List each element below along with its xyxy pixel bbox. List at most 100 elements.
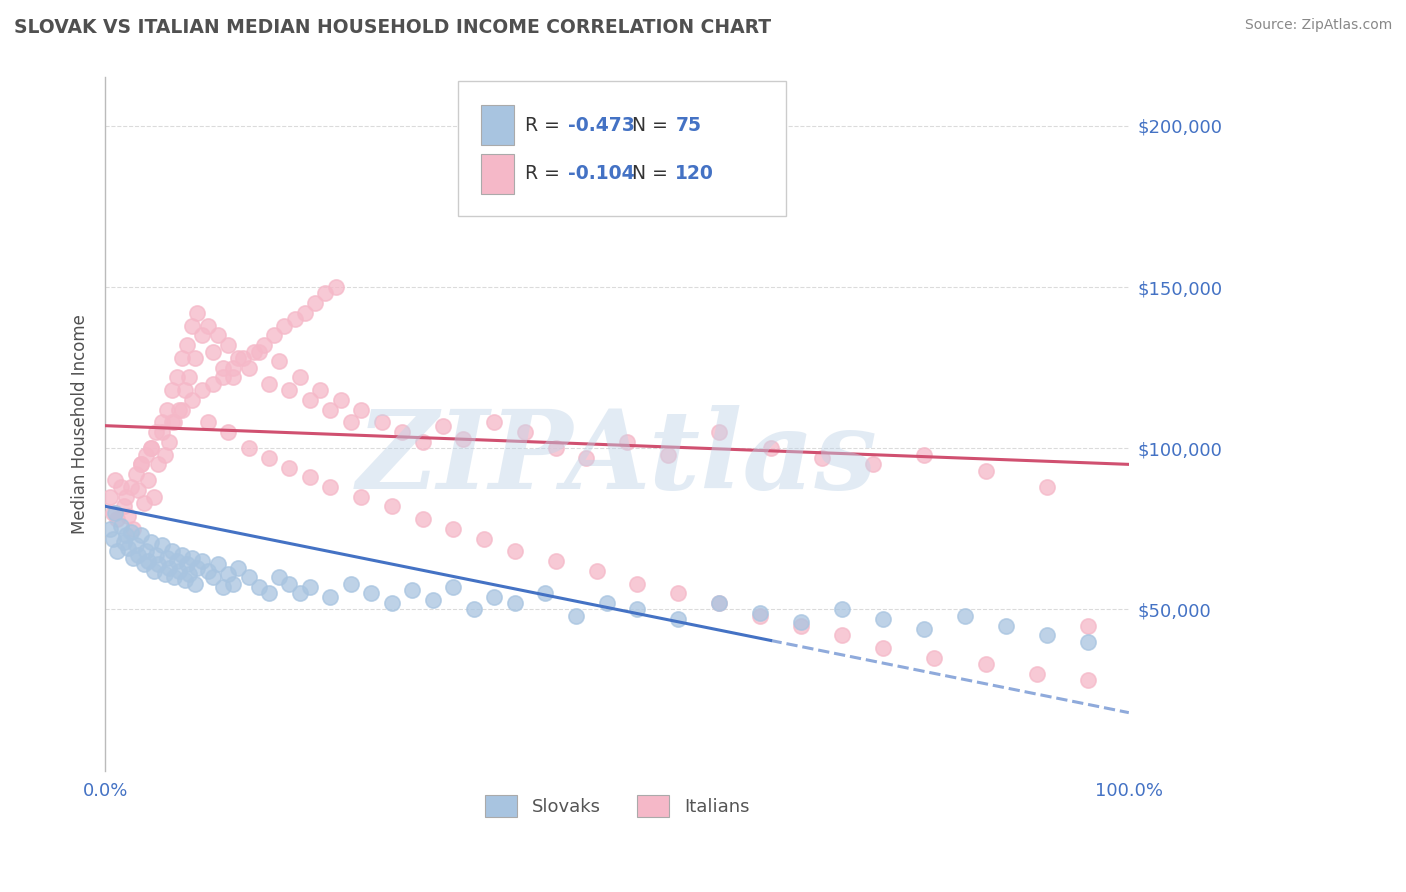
Point	[994, 618, 1017, 632]
Point	[759, 442, 782, 456]
Point	[156, 402, 179, 417]
Point	[141, 442, 163, 456]
Point	[278, 460, 301, 475]
Point	[565, 608, 588, 623]
Point	[148, 558, 170, 572]
Point	[340, 416, 363, 430]
Text: R =: R =	[524, 116, 565, 135]
Point	[110, 518, 132, 533]
Point	[98, 490, 121, 504]
Point	[176, 558, 198, 572]
Point	[503, 596, 526, 610]
Point	[160, 416, 183, 430]
Point	[125, 467, 148, 481]
Point	[319, 480, 342, 494]
Point	[329, 392, 352, 407]
Text: Source: ZipAtlas.com: Source: ZipAtlas.com	[1244, 18, 1392, 32]
Point	[269, 570, 291, 584]
Point	[263, 328, 285, 343]
Point	[304, 296, 326, 310]
Point	[412, 512, 434, 526]
Point	[222, 576, 245, 591]
Point	[503, 544, 526, 558]
Point	[141, 534, 163, 549]
Point	[222, 370, 245, 384]
Point	[298, 470, 321, 484]
Point	[309, 383, 332, 397]
Point	[160, 544, 183, 558]
Point	[273, 318, 295, 333]
Point	[1077, 673, 1099, 688]
Point	[534, 586, 557, 600]
Point	[441, 580, 464, 594]
Point	[104, 506, 127, 520]
Point	[585, 564, 607, 578]
Point	[810, 450, 832, 465]
Point	[278, 383, 301, 397]
Text: -0.104: -0.104	[568, 163, 634, 183]
Point	[136, 554, 159, 568]
Point	[114, 490, 136, 504]
Point	[626, 576, 648, 591]
Point	[912, 448, 935, 462]
Point	[463, 602, 485, 616]
Point	[596, 596, 619, 610]
Point	[472, 532, 495, 546]
Point	[247, 344, 270, 359]
Point	[381, 596, 404, 610]
Point	[226, 351, 249, 365]
Point	[278, 576, 301, 591]
Point	[184, 576, 207, 591]
Point	[226, 560, 249, 574]
Point	[626, 602, 648, 616]
Bar	[481, 153, 513, 194]
Point	[217, 425, 239, 439]
Point	[112, 534, 135, 549]
Point	[127, 548, 149, 562]
Point	[269, 354, 291, 368]
Point	[121, 550, 143, 565]
Point	[242, 344, 264, 359]
Point	[114, 528, 136, 542]
Point	[668, 586, 690, 600]
Point	[232, 351, 254, 365]
Point	[422, 592, 444, 607]
Point	[104, 474, 127, 488]
Point	[831, 628, 853, 642]
Point	[191, 328, 214, 343]
Point	[129, 528, 152, 542]
Text: -0.473: -0.473	[568, 116, 634, 135]
Point	[197, 564, 219, 578]
Point	[207, 558, 229, 572]
Point	[207, 328, 229, 343]
Point	[179, 370, 201, 384]
Point	[453, 432, 475, 446]
Text: N =: N =	[633, 163, 675, 183]
Point	[1036, 628, 1059, 642]
Point	[132, 496, 155, 510]
Point	[197, 416, 219, 430]
Point	[360, 586, 382, 600]
Bar	[481, 105, 513, 145]
Point	[401, 583, 423, 598]
Point	[184, 351, 207, 365]
Point	[340, 576, 363, 591]
Point	[110, 480, 132, 494]
Point	[145, 548, 167, 562]
Point	[862, 458, 884, 472]
Point	[181, 392, 204, 407]
Point	[156, 550, 179, 565]
Point	[176, 338, 198, 352]
Point	[98, 522, 121, 536]
Point	[103, 506, 125, 520]
Point	[163, 570, 186, 584]
Point	[257, 586, 280, 600]
Point	[186, 560, 208, 574]
Point	[167, 402, 190, 417]
Point	[657, 448, 679, 462]
Point	[135, 544, 157, 558]
Point	[197, 318, 219, 333]
Point	[298, 392, 321, 407]
Point	[257, 450, 280, 465]
Point	[201, 570, 224, 584]
